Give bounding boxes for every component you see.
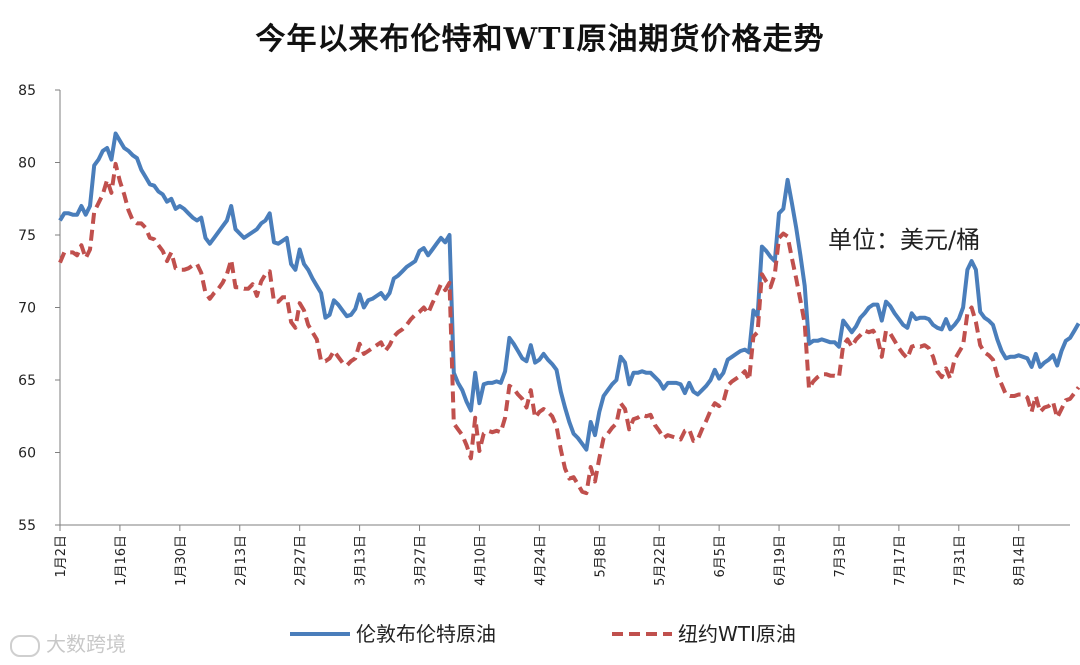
- x-tick-label: 1月30日: [174, 535, 189, 586]
- legend-label-wti: 纽约WTI原油: [678, 622, 796, 646]
- x-tick-label: 8月14日: [1013, 535, 1028, 586]
- chart-title: 今年以来布伦特和WTI原油期货价格走势: [255, 22, 825, 57]
- legend-label-brent: 伦敦布伦特原油: [356, 622, 496, 646]
- x-tick-label: 1月16日: [114, 535, 129, 586]
- watermark-logo-icon: [10, 634, 40, 657]
- x-tick-label: 5月22日: [653, 535, 668, 586]
- unit-label: 单位：美元/桶: [828, 226, 981, 254]
- x-tick-label: 4月24日: [533, 535, 548, 586]
- x-tick-label: 1月2日: [54, 535, 69, 578]
- x-tick-label: 4月10日: [473, 535, 488, 586]
- watermark: 大数跨境: [10, 628, 126, 657]
- y-tick-label: 70: [18, 301, 36, 317]
- x-tick-label: 7月3日: [833, 535, 848, 578]
- x-tick-label: 3月13日: [354, 535, 369, 586]
- y-tick-label: 85: [18, 83, 36, 99]
- y-tick-label: 60: [18, 446, 36, 462]
- x-tick-label: 2月27日: [294, 535, 309, 586]
- x-tick-label: 6月19日: [773, 535, 788, 586]
- x-tick-label: 5月8日: [593, 535, 608, 578]
- series-line-wti: [58, 161, 1080, 496]
- x-tick-label: 6月5日: [713, 535, 728, 578]
- y-tick-label: 80: [18, 156, 36, 172]
- y-tick-label: 75: [18, 228, 36, 244]
- x-tick-label: 3月27日: [414, 535, 429, 586]
- y-tick-label: 55: [18, 518, 36, 534]
- watermark-text: 大数跨境: [46, 632, 126, 656]
- series-line-brent: [58, 131, 1080, 452]
- x-tick-label: 7月17日: [893, 535, 908, 586]
- y-tick-label: 65: [18, 373, 36, 389]
- x-tick-label: 2月13日: [234, 535, 249, 586]
- x-tick-label: 7月31日: [953, 535, 968, 586]
